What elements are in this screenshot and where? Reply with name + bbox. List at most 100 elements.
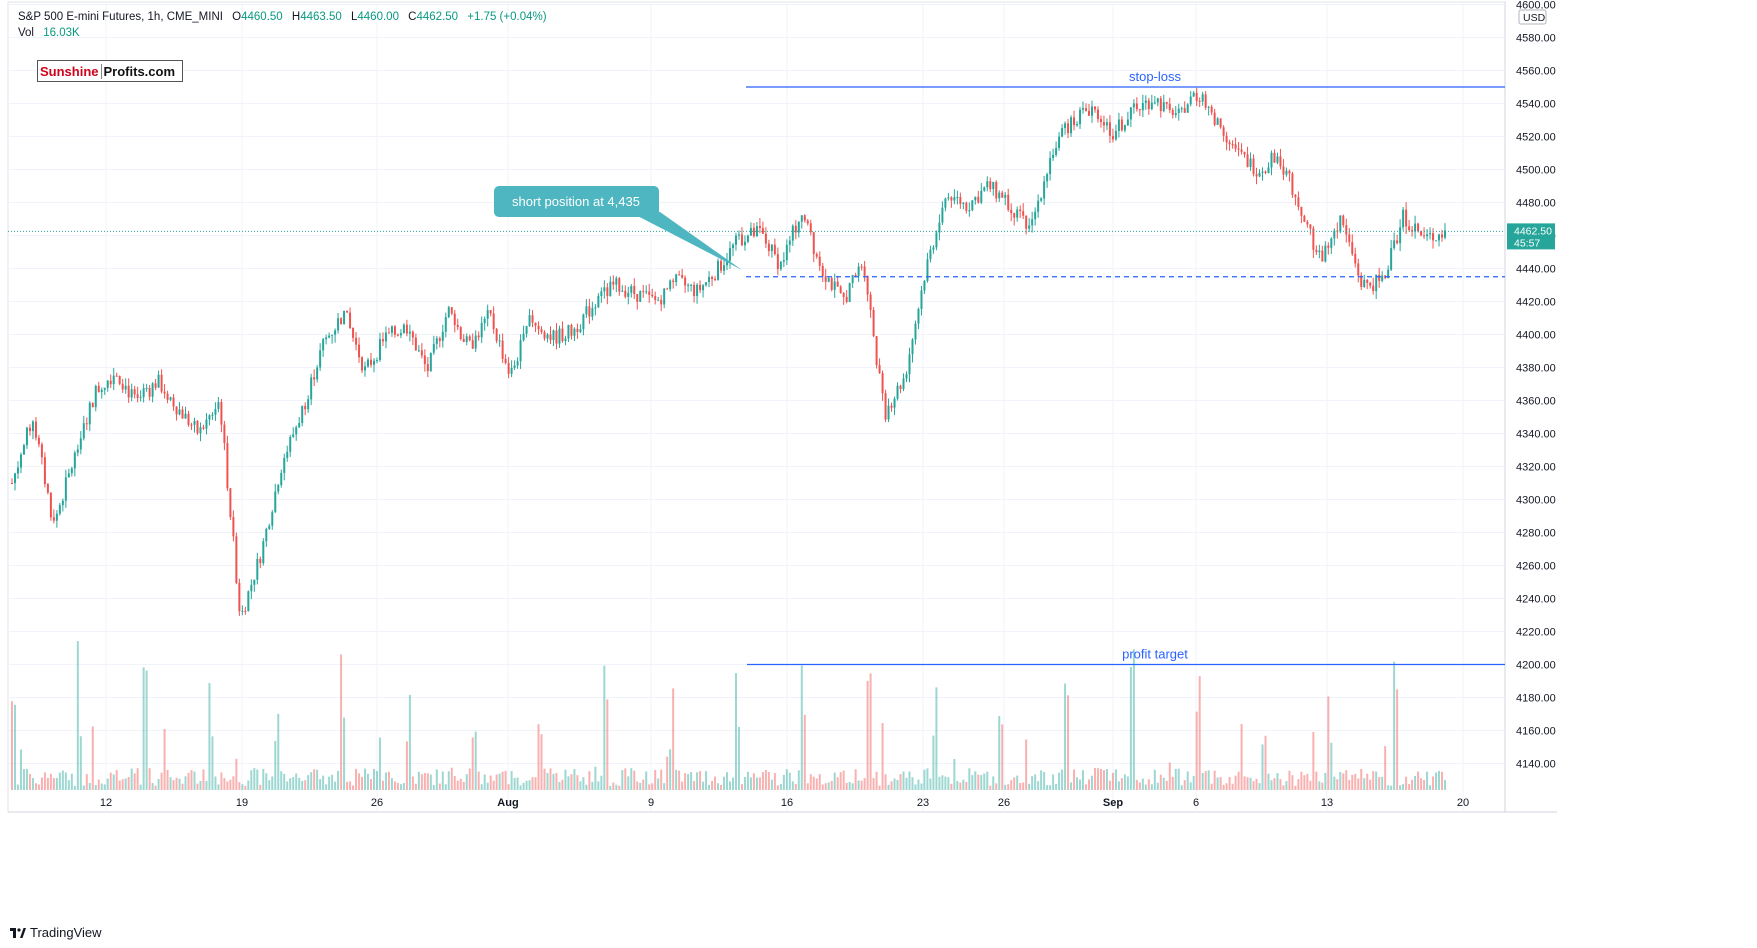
candle-body [1037, 200, 1040, 212]
volume-bar [16, 784, 19, 790]
candle-body [148, 387, 151, 397]
candle-body [1040, 198, 1043, 201]
candle-body [1321, 250, 1324, 262]
volume-bar [950, 783, 953, 790]
volume-bar [40, 777, 43, 790]
candle-body [453, 313, 456, 325]
volume-bar [1070, 782, 1073, 790]
volume-bar [606, 699, 609, 790]
volume-bar [1019, 783, 1022, 790]
volume-bar [247, 780, 250, 790]
y-tick-label: 4320.00 [1516, 462, 1556, 474]
candle-body [130, 389, 133, 398]
volume-bar [178, 778, 181, 790]
candle-body [1067, 123, 1070, 134]
volume-bar [375, 771, 378, 790]
candle-body [779, 261, 782, 270]
candle-body [1189, 96, 1192, 105]
candle-body [256, 558, 259, 580]
candle-body [31, 421, 34, 432]
candle-body [998, 192, 1001, 199]
candle-body [1177, 108, 1180, 114]
price-axis[interactable]: 4140.00 4160.00 4180.00 4200.00 4220.00 4240.… [1507, 0, 1556, 771]
candle-body [609, 281, 612, 297]
candle-body [1123, 125, 1126, 131]
volume-bar [1141, 778, 1144, 790]
volume-bar [1408, 784, 1411, 790]
candle-body [1315, 249, 1318, 253]
volume-bar [70, 773, 73, 790]
volume-bar [31, 777, 34, 790]
volume-bar [271, 776, 274, 790]
candle-body [259, 558, 262, 564]
close-label: C [408, 11, 417, 23]
volume-bar [1264, 735, 1267, 790]
volume-bar [1192, 776, 1195, 790]
candle-body [22, 445, 25, 455]
volume-bar [241, 784, 244, 790]
volume-bar [364, 768, 367, 790]
tradingview-logo-icon [10, 927, 26, 938]
volume-bar [965, 781, 968, 790]
candle-body [1150, 102, 1153, 110]
candle-body [914, 323, 917, 340]
volume-bar [752, 773, 755, 790]
candle-body [636, 294, 639, 302]
symbol-title[interactable]: S&P 500 E-mini Futures, 1h, CME_MINI [18, 11, 223, 23]
volume-bar [588, 771, 591, 790]
candle-body [896, 385, 899, 399]
candle-body [800, 215, 803, 222]
volume-bar [226, 781, 229, 790]
candle-body [552, 330, 555, 341]
candle-body [1441, 234, 1444, 238]
volume-bar [546, 772, 549, 790]
candle-body [1444, 230, 1446, 238]
volume-bar [250, 770, 253, 790]
volume-bar [1028, 783, 1031, 790]
volume-bar [516, 777, 519, 790]
candle-body [271, 512, 274, 526]
volume-bar [298, 777, 301, 790]
candle-body [160, 374, 163, 392]
volume-bar [1288, 770, 1291, 790]
volume-bar [579, 781, 582, 790]
candle-body [247, 591, 250, 611]
candle-body [1076, 124, 1079, 126]
volume-bar [1348, 779, 1351, 790]
volume-bar [1013, 777, 1016, 790]
candle-body [956, 197, 959, 199]
volume-bar [1135, 779, 1138, 790]
time-axis[interactable]: 12 19 26 Aug 9 16 23 26 Sep 6 13 20 [100, 797, 1469, 809]
volume-bar [555, 772, 558, 790]
candle-body [226, 443, 229, 489]
volume-bar [1180, 785, 1183, 790]
candle-body [399, 333, 402, 336]
volume-bar [76, 641, 79, 790]
candle-body [277, 485, 280, 492]
volume-bar [1198, 676, 1201, 790]
candle-body [516, 361, 519, 366]
symbol-header: S&P 500 E-mini Futures, 1h, CME_MINI O44… [18, 11, 553, 23]
candle-body [501, 340, 504, 359]
volume-bar [624, 768, 627, 790]
candle-body [1016, 209, 1019, 218]
candle-body [1082, 108, 1085, 110]
volume-bar [1082, 770, 1085, 790]
x-tick-label: Sep [1103, 797, 1123, 809]
tradingview-brand[interactable]: TradingView [10, 925, 102, 940]
volume-bar [390, 778, 393, 790]
candle-body [202, 427, 205, 429]
volume-bar [1228, 777, 1231, 790]
candle-body [821, 265, 824, 277]
volume-bar [1138, 782, 1141, 790]
candle-body [187, 413, 190, 425]
volume-bar [953, 758, 956, 790]
candle-body [531, 315, 534, 323]
volume-bar [788, 772, 791, 790]
candle-body [690, 284, 693, 286]
candle-body [684, 277, 687, 286]
volume-bar [645, 771, 648, 790]
candle-body [396, 334, 399, 336]
volume-bar [714, 776, 717, 790]
